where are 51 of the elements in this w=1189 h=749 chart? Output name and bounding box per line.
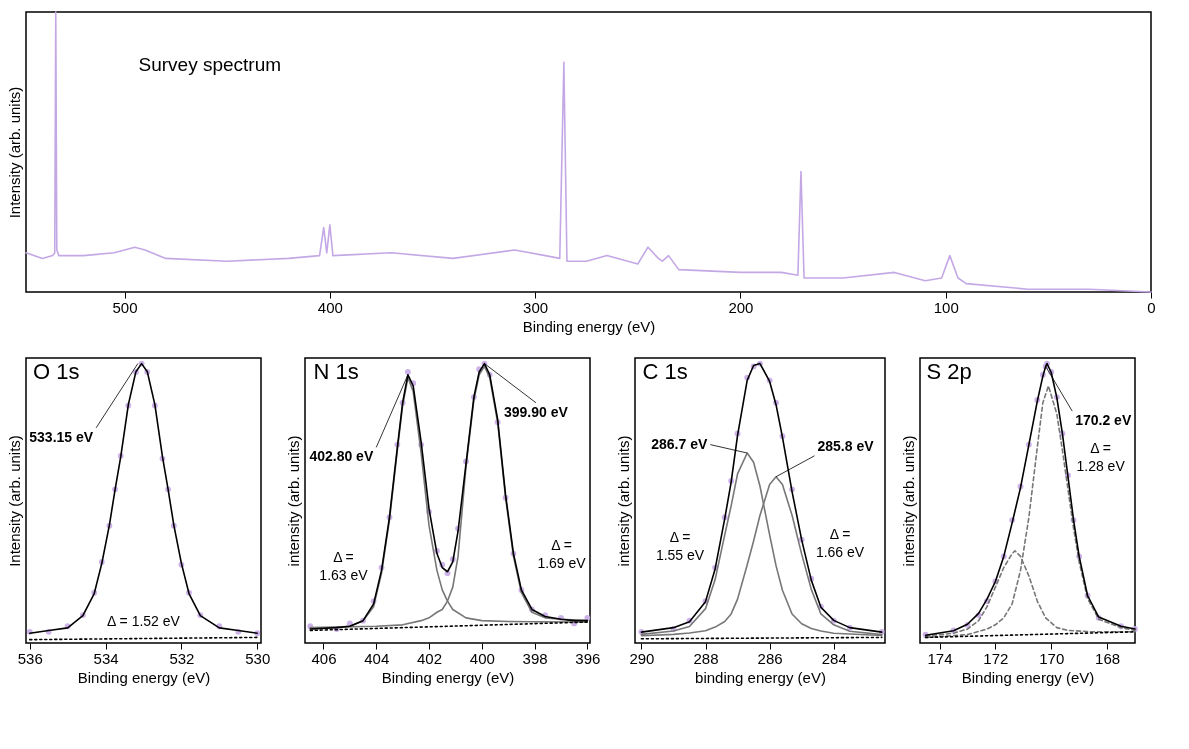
- x-tick-label: 284: [821, 649, 847, 667]
- x-axis-title: Binding energy (eV): [961, 668, 1095, 686]
- chart-title: C 1s: [642, 359, 688, 385]
- x-tick-label: 530: [245, 649, 271, 667]
- x-tick-label: 406: [311, 649, 337, 667]
- x-tick-label: 396: [575, 649, 601, 667]
- x-tick-label: 404: [364, 649, 390, 667]
- chart-title: O 1s: [33, 359, 80, 385]
- x-tick-label: 174: [927, 649, 953, 667]
- chart-title: N 1s: [313, 359, 359, 385]
- y-axis-title: intensity (arb. units): [899, 435, 917, 567]
- x-tick-label: 290: [629, 649, 655, 667]
- x-tick-label: 400: [469, 649, 495, 667]
- annotation: Δ = 1.66 eV: [815, 525, 865, 560]
- annotation: Δ = 1.52 eV: [107, 612, 181, 629]
- x-tick-label: 400: [317, 298, 343, 316]
- x-axis-title: Binding energy (eV): [522, 317, 656, 335]
- x-tick-label: 200: [728, 298, 754, 316]
- x-tick-label: 288: [693, 649, 719, 667]
- x-tick-label: 398: [522, 649, 548, 667]
- y-axis-title: intensity (arb. units): [284, 435, 302, 567]
- chart-title: S 2p: [926, 359, 972, 385]
- x-tick-label: 100: [933, 298, 959, 316]
- x-tick-label: 532: [169, 649, 195, 667]
- y-axis-title: Intensity (arb. units): [5, 86, 23, 219]
- annotation: Δ = 1.55 eV: [655, 528, 705, 563]
- x-tick-label: 500: [112, 298, 138, 316]
- x-tick-label: 300: [523, 298, 549, 316]
- x-tick-label: 534: [93, 649, 119, 667]
- x-tick-label: 286: [757, 649, 783, 667]
- x-axis-title: binding energy (eV): [695, 668, 826, 686]
- annotation: Δ = 1.69 eV: [537, 537, 587, 572]
- annotation: 286.7 eV: [651, 435, 708, 452]
- annotation: 285.8 eV: [817, 437, 875, 454]
- annotation: 533.15 eV: [29, 428, 94, 445]
- annotation: 399.90 eV: [503, 403, 569, 420]
- text: Survey spectrum: [138, 54, 282, 76]
- x-axis-title: Binding energy (eV): [381, 668, 515, 686]
- y-axis-title: intensity (arb. units): [614, 435, 632, 567]
- annotation: 170.2 eV: [1075, 412, 1132, 429]
- x-tick-label: 170: [1039, 649, 1065, 667]
- x-tick-label: 536: [17, 649, 43, 667]
- x-tick-label: 168: [1095, 649, 1121, 667]
- x-axis-title: Binding energy (eV): [77, 668, 211, 686]
- x-tick-label: 0: [1147, 298, 1156, 316]
- x-tick-label: 402: [417, 649, 443, 667]
- x-tick-label: 172: [983, 649, 1009, 667]
- annotation: Δ = 1.28 eV: [1076, 440, 1126, 475]
- annotation: 402.80 eV: [309, 448, 374, 465]
- annotation: Δ = 1.63 eV: [319, 548, 369, 583]
- y-axis-title: Intensity (arb. units): [5, 435, 23, 567]
